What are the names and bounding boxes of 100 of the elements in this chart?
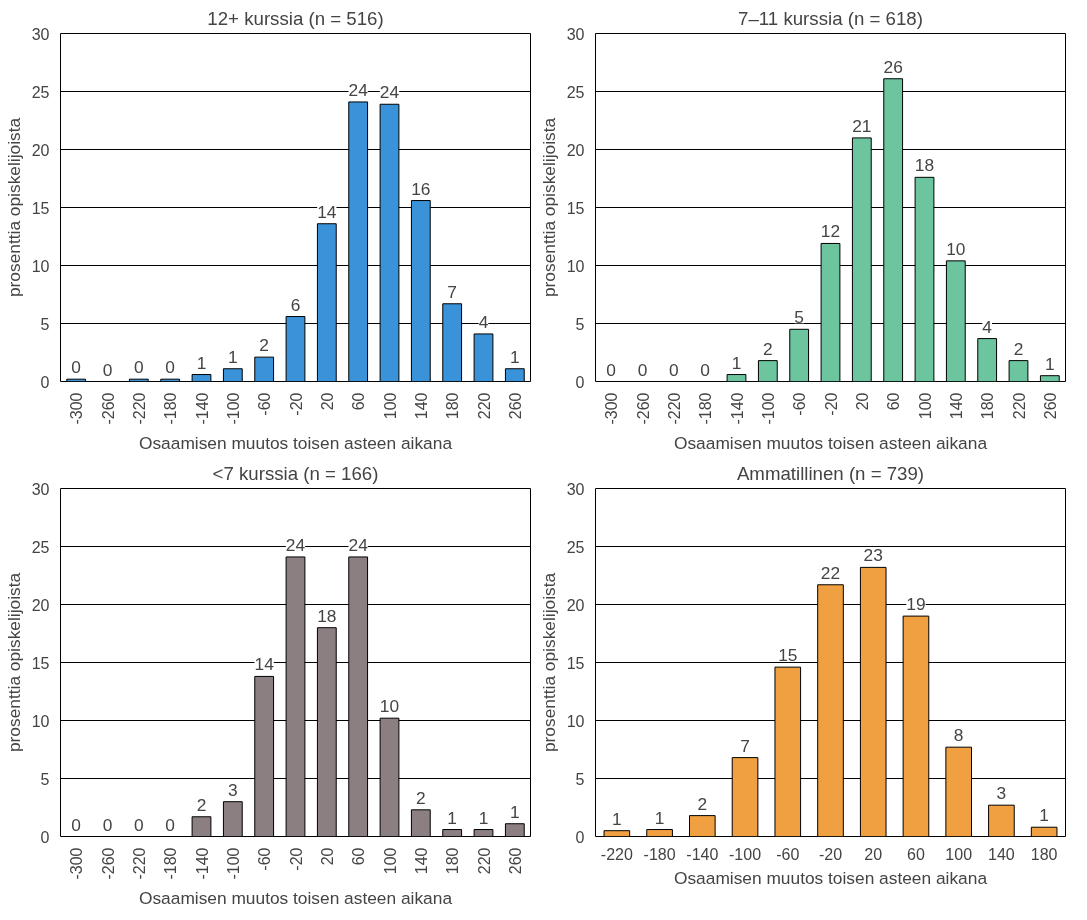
data-label: 8 [953, 725, 964, 746]
x-tick-label: 140 [412, 847, 430, 875]
data-label: 10 [379, 696, 400, 717]
chart-title: 12+ kurssia (n = 516) [207, 7, 384, 29]
data-label: 0 [606, 359, 616, 380]
x-tick-label: -180 [697, 392, 715, 425]
y-tick-label: 30 [31, 480, 50, 498]
data-label: 1 [1039, 805, 1049, 826]
x-tick-label: 20 [318, 392, 336, 411]
data-label: 0 [134, 814, 144, 835]
data-label: 1 [196, 352, 207, 373]
data-label: 0 [637, 359, 648, 380]
y-tick-label: 25 [566, 83, 585, 101]
data-label: 4 [478, 311, 489, 332]
data-label: 19 [906, 594, 926, 615]
y-tick-label: 20 [31, 141, 50, 159]
x-tick-label: 60 [350, 847, 368, 866]
x-axis-title: Osaamisen muutos toisen asteen aikana [673, 432, 988, 453]
data-label: 0 [165, 357, 175, 378]
y-tick-label: 15 [31, 654, 50, 672]
data-label: 1 [612, 808, 622, 829]
x-tick-label: -100 [224, 847, 242, 880]
x-tick-label: -60 [256, 392, 274, 416]
chart-title: Ammatillinen (n = 739) [736, 462, 925, 484]
y-tick-label: 5 [40, 770, 50, 788]
x-tick-label: 60 [885, 392, 903, 411]
data-label: 1 [228, 346, 238, 367]
y-tick-label: 5 [575, 315, 585, 333]
x-tick-label: -20 [822, 392, 840, 416]
x-tick-label: -60 [791, 392, 809, 416]
data-label: 24 [285, 534, 306, 555]
x-tick-label: -140 [193, 847, 211, 880]
y-tick-label: 10 [566, 712, 585, 730]
data-label: 2 [1013, 338, 1024, 359]
x-tick-label: 20 [864, 845, 883, 863]
data-label: 0 [669, 359, 679, 380]
data-label: 1 [510, 801, 520, 822]
data-label: 2 [416, 787, 426, 808]
x-tick-label: 260 [506, 847, 524, 875]
y-tick-label: 30 [566, 25, 585, 43]
y-tick-label: 20 [566, 596, 585, 614]
data-label: 2 [196, 794, 207, 815]
data-label: 1 [478, 807, 489, 828]
x-tick-label: 260 [1041, 392, 1059, 420]
x-tick-label: -60 [776, 845, 800, 863]
x-tick-label: -20 [818, 845, 843, 863]
y-tick-label: 0 [575, 828, 585, 846]
y-tick-label: 5 [575, 770, 585, 788]
y-tick-label: 25 [31, 83, 50, 101]
x-tick-label: 220 [475, 847, 493, 875]
data-label: 12 [820, 221, 841, 242]
x-tick-label: 260 [506, 392, 524, 420]
y-axis-title: prosenttia opiskelijoista [3, 572, 24, 753]
x-tick-label: 100 [945, 845, 973, 863]
y-tick-label: 15 [31, 199, 50, 217]
data-label: 4 [982, 316, 993, 337]
y-tick-label: 25 [31, 538, 50, 556]
x-axis-title: Osaamisen muutos toisen asteen aikana [138, 887, 453, 908]
x-tick-label: 220 [475, 392, 493, 420]
x-tick-label: -20 [287, 847, 305, 871]
x-tick-label: 140 [412, 392, 430, 420]
data-label: 1 [731, 352, 742, 373]
x-tick-label: -260 [99, 392, 117, 425]
x-tick-label: 100 [381, 847, 399, 875]
y-tick-label: 30 [31, 25, 50, 43]
data-label: 3 [996, 783, 1007, 804]
data-label: 15 [778, 645, 798, 666]
x-tick-label: -140 [728, 392, 746, 425]
x-tick-label: -300 [603, 392, 621, 425]
y-axis-title: prosenttia opiskelijoista [3, 117, 24, 298]
x-axis-title: Osaamisen muutos toisen asteen aikana [673, 867, 988, 888]
data-label: 1 [654, 807, 665, 828]
data-label: 0 [71, 357, 81, 378]
data-label: 24 [348, 534, 369, 555]
y-tick-label: 5 [40, 315, 50, 333]
y-tick-label: 10 [31, 257, 50, 275]
data-label: 6 [290, 294, 301, 315]
x-tick-label: -300 [68, 847, 86, 880]
y-tick-label: 15 [566, 199, 585, 217]
x-tick-label: 180 [444, 847, 462, 875]
x-axis-title: Osaamisen muutos toisen asteen aikana [138, 432, 453, 453]
x-tick-label: 60 [907, 845, 925, 863]
x-tick-label: -140 [193, 392, 211, 425]
data-label: 26 [883, 56, 903, 77]
x-tick-label: 20 [853, 392, 871, 411]
y-axis-title: prosenttia opiskelijoista [538, 572, 559, 753]
data-label: 0 [102, 814, 113, 835]
y-axis-title: prosenttia opiskelijoista [538, 117, 559, 298]
y-tick-label: 30 [566, 480, 585, 498]
data-label: 24 [379, 82, 400, 103]
data-label: 0 [71, 814, 81, 835]
y-tick-label: 10 [31, 712, 50, 730]
x-tick-label: -220 [665, 392, 683, 425]
data-label: 0 [700, 359, 710, 380]
x-tick-label: -260 [634, 392, 652, 425]
x-tick-label: -300 [68, 392, 86, 425]
x-tick-label: -220 [130, 392, 148, 425]
x-tick-label: -180 [162, 847, 180, 880]
x-tick-label: -180 [162, 392, 180, 425]
data-label: 14 [317, 201, 337, 222]
